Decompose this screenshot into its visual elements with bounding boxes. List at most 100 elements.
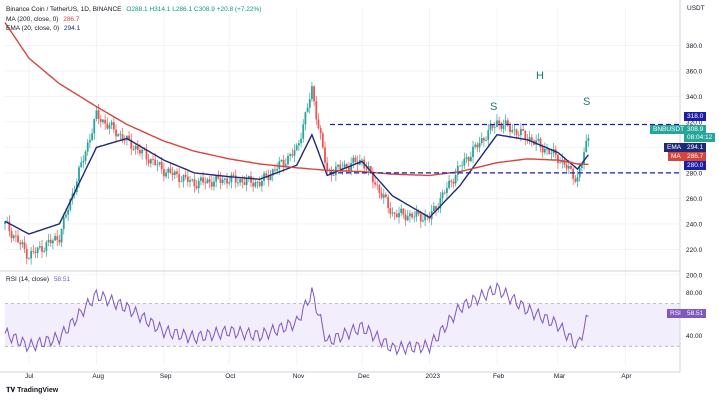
candle-body	[395, 213, 398, 218]
candle-body	[60, 229, 63, 243]
candle-body	[217, 175, 220, 179]
candle-body	[260, 180, 263, 187]
candle-body	[219, 178, 222, 183]
candle-body	[515, 129, 518, 135]
candle-body	[62, 217, 65, 230]
rsi-pane	[4, 281, 680, 356]
candle-body	[313, 86, 316, 102]
candle-body	[23, 242, 26, 249]
candle-body	[245, 178, 248, 185]
candle-body	[469, 156, 472, 162]
candle-body	[80, 162, 83, 168]
candle-body	[435, 206, 437, 210]
candle-body	[223, 178, 226, 180]
candle-body	[14, 235, 17, 237]
month-tick-label: Aug	[92, 373, 104, 380]
candle-body	[524, 130, 527, 140]
legend-ma: MA (200, close, 0) 286.7	[6, 15, 82, 24]
candle-body	[67, 209, 70, 215]
candle-body	[354, 157, 357, 162]
candle-body	[365, 168, 368, 170]
candle-body	[476, 144, 479, 148]
candle-body	[376, 184, 379, 186]
candle-body	[319, 128, 322, 134]
candle-body	[378, 185, 381, 194]
ma-value: 286.7	[63, 16, 80, 23]
candle-body	[500, 123, 503, 129]
rsi-label: RSI (14, close)	[6, 276, 49, 283]
candle-body	[186, 176, 189, 182]
candle-body	[487, 130, 490, 140]
candle-body	[411, 213, 413, 218]
candle-body	[315, 101, 318, 120]
annotation-head: H	[536, 70, 544, 82]
price-tick-label: 220.0	[686, 247, 703, 254]
annotation-right-shoulder: S	[583, 96, 591, 108]
candle-body	[574, 178, 577, 182]
candle-body	[241, 179, 244, 183]
candle-body	[143, 149, 146, 151]
candle-body	[56, 236, 59, 240]
candle-body	[398, 212, 400, 218]
candle-body	[169, 168, 172, 173]
candle-body	[191, 179, 194, 181]
candle-body	[30, 250, 33, 259]
candle-body	[417, 211, 420, 214]
candle-body	[306, 107, 309, 113]
candle-body	[456, 165, 459, 175]
candle-body	[472, 146, 474, 157]
candle-body	[585, 140, 588, 153]
candle-body	[441, 192, 444, 199]
rsi-band	[5, 303, 680, 347]
candle-body	[393, 212, 396, 214]
candle-body	[45, 242, 48, 251]
candle-body	[215, 175, 218, 182]
candle-body	[149, 159, 152, 164]
candle-body	[369, 166, 372, 173]
candle-body	[565, 164, 568, 169]
candle-body	[102, 119, 104, 123]
ema-label: EMA (20, close, 0)	[6, 25, 60, 32]
candle-body	[506, 120, 509, 126]
candle-body	[297, 143, 300, 146]
price-tick-label: 260.0	[686, 196, 703, 203]
candle-body	[337, 164, 339, 167]
legend-ema: EMA (20, close, 0) 294.1	[6, 24, 83, 33]
candle-body	[58, 239, 61, 243]
candle-body	[276, 169, 279, 171]
candle-body	[293, 150, 296, 156]
candle-body	[176, 171, 178, 175]
candle-body	[230, 174, 233, 183]
candle-body	[404, 214, 407, 221]
candle-body	[189, 180, 191, 182]
candle-body	[308, 99, 311, 108]
candle-body	[163, 169, 165, 177]
candle-body	[254, 182, 257, 187]
price-tick-label: 380.0	[686, 43, 703, 50]
candle-body	[289, 154, 292, 157]
candle-body	[34, 251, 37, 254]
candle-body	[546, 148, 548, 150]
tradingview-logo[interactable]: 𝐓𝐕 TradingView	[6, 387, 58, 395]
candle-body	[452, 181, 455, 184]
ema-line	[4, 132, 589, 235]
price-tick-label: 320.0	[686, 119, 703, 126]
candle-body	[8, 221, 11, 232]
candle-body	[28, 258, 30, 260]
candle-body	[463, 158, 466, 166]
candle-body	[84, 151, 87, 161]
candle-body	[282, 159, 285, 166]
candle-body	[247, 175, 250, 179]
horizontal-levels	[330, 123, 680, 174]
month-tick-label: Oct	[225, 373, 235, 380]
candle-body	[182, 175, 185, 182]
candle-body	[141, 149, 144, 154]
ema-value-tag: 294.1	[684, 143, 707, 152]
candle-body	[43, 250, 46, 252]
candle-body	[134, 146, 137, 150]
candle-body	[382, 194, 385, 198]
candle-body	[221, 179, 224, 183]
price-tick-label: 360.0	[686, 68, 703, 75]
candle-body	[119, 134, 122, 136]
